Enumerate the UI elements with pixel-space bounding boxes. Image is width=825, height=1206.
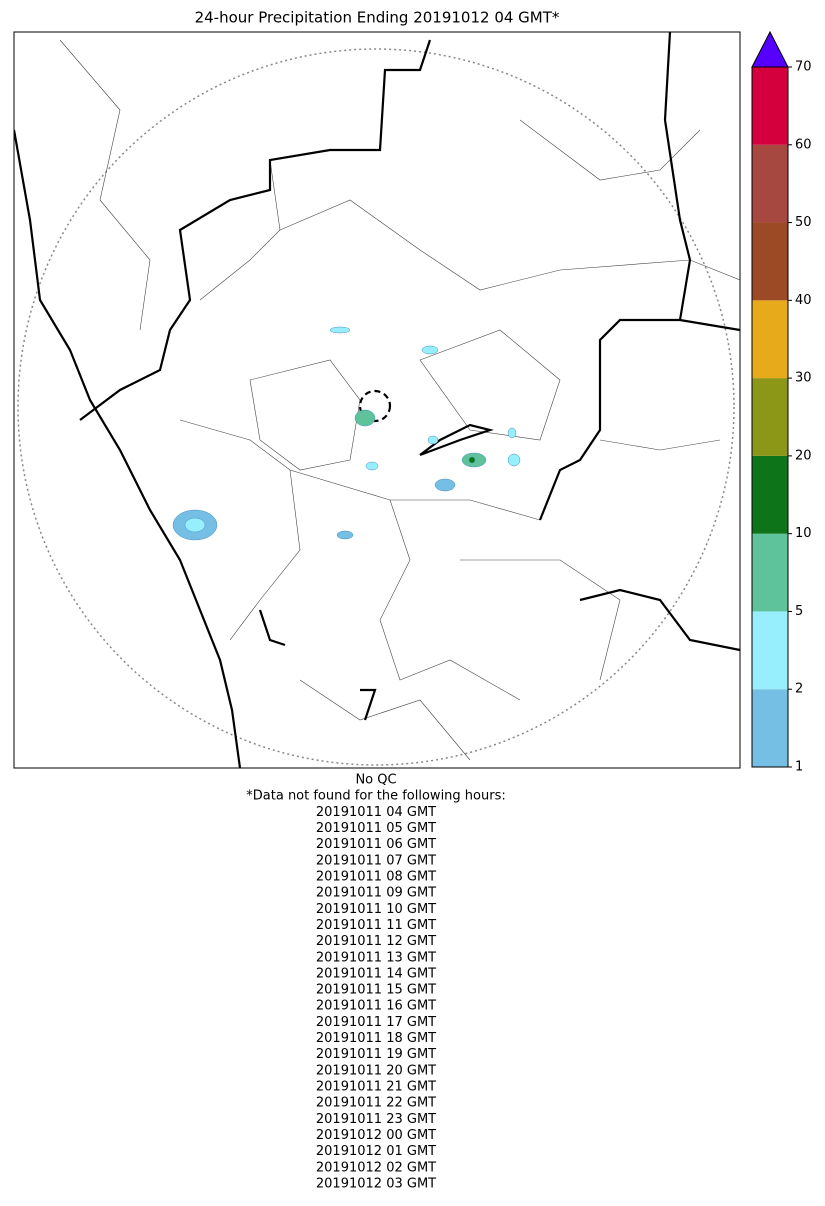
footer-line: 20191011 21 GMT	[316, 1080, 436, 1095]
footer: No QC*Data not found for the following h…	[246, 773, 505, 1192]
colorbar-tick-label: 70	[795, 60, 812, 75]
colorbar-band	[752, 222, 788, 301]
colorbar-band	[752, 144, 788, 223]
footer-line: 20191011 18 GMT	[316, 1031, 436, 1046]
footer-line: 20191011 14 GMT	[316, 966, 436, 981]
colorbar-band	[752, 611, 788, 690]
footer-line: 20191011 17 GMT	[316, 1015, 436, 1030]
colorbar-tick-label: 30	[795, 371, 812, 386]
footer-line: 20191011 11 GMT	[316, 918, 436, 933]
footer-line: 20191011 06 GMT	[316, 837, 436, 852]
precip-areas	[172, 326, 521, 541]
colorbar-band	[752, 67, 788, 145]
colorbar-tick-label: 1	[795, 760, 803, 775]
colorbar-tick-label: 5	[795, 604, 803, 619]
footer-line: 20191011 16 GMT	[316, 999, 436, 1014]
district-borders	[59, 39, 740, 761]
footer-line: 20191011 08 GMT	[316, 869, 436, 884]
colorbar-tick-label: 10	[795, 526, 812, 541]
state-borders	[14, 32, 740, 768]
footer-line: 20191012 00 GMT	[316, 1128, 436, 1143]
colorbar-extend	[751, 30, 789, 68]
colorbar-frame	[751, 66, 789, 768]
map-title: 24-hour Precipitation Ending 20191012 04…	[195, 9, 560, 27]
colorbar-band	[752, 533, 788, 612]
footer-line: 20191011 05 GMT	[316, 821, 436, 836]
footer-line: 20191011 12 GMT	[316, 934, 436, 949]
colorbar-band	[752, 689, 788, 767]
colorbar-tick-label: 20	[795, 448, 812, 463]
colorbar-tick-label: 2	[795, 682, 803, 697]
footer-line: 20191011 09 GMT	[316, 886, 436, 901]
colorbar-tick-label: 40	[795, 293, 812, 308]
footer-line: *Data not found for the following hours:	[246, 789, 505, 804]
colorbar-tick-label: 60	[795, 137, 812, 152]
footer-line: 20191012 02 GMT	[316, 1160, 436, 1175]
footer-line: 20191011 04 GMT	[316, 805, 436, 820]
colorbar-tick-label: 50	[795, 215, 812, 230]
colorbar-band	[752, 455, 788, 534]
footer-line: 20191011 15 GMT	[316, 983, 436, 998]
map	[13, 31, 741, 769]
footer-line: 20191012 03 GMT	[316, 1177, 436, 1192]
footer-line: 20191011 23 GMT	[316, 1112, 436, 1127]
map-frame	[13, 31, 741, 769]
footer-line: 20191012 01 GMT	[316, 1144, 436, 1159]
radar-range	[17, 48, 735, 766]
footer-line: 20191011 07 GMT	[316, 853, 436, 868]
footer-line: 20191011 22 GMT	[316, 1096, 436, 1111]
colorbar-band	[752, 300, 788, 379]
footer-line: No QC	[355, 773, 396, 788]
footer-line: 20191011 20 GMT	[316, 1063, 436, 1078]
footer-line: 20191011 19 GMT	[316, 1047, 436, 1062]
colorbar: 1 2 5 10 20 30 40 50 60 70	[751, 30, 812, 775]
footer-line: 20191011 13 GMT	[316, 950, 436, 965]
colorbar-band	[752, 378, 788, 456]
footer-line: 20191011 10 GMT	[316, 902, 436, 917]
